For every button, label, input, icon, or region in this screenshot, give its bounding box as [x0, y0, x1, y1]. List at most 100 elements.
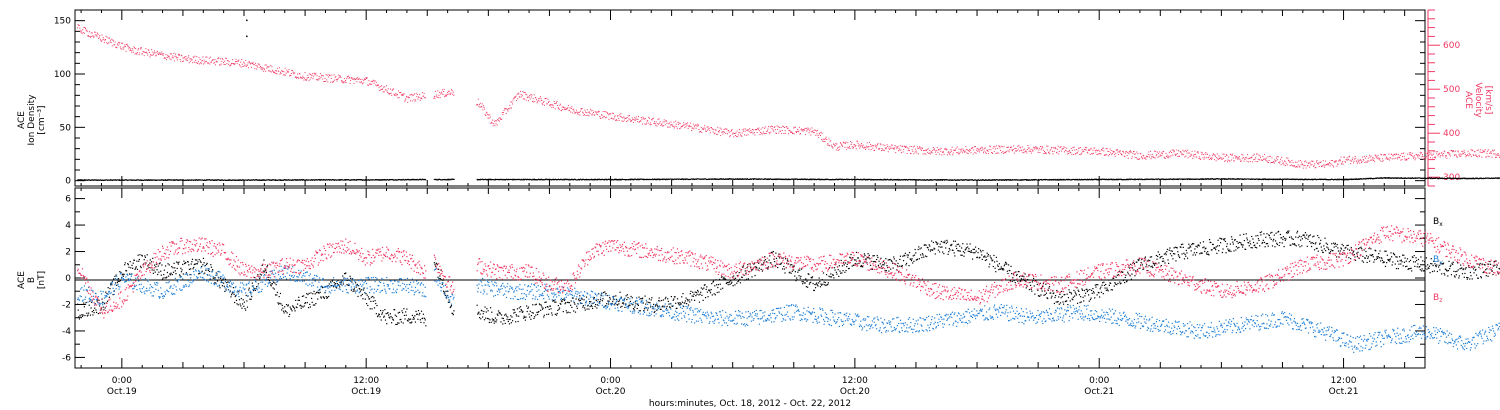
velocity-point — [593, 112, 595, 114]
velocity-point — [275, 72, 277, 74]
velocity-point — [728, 131, 730, 133]
velocity-point — [208, 62, 210, 64]
velocity-point — [392, 88, 394, 90]
velocity-point — [404, 100, 406, 102]
density-point — [1346, 178, 1348, 180]
velocity-point — [781, 132, 783, 134]
velocity-point — [683, 124, 685, 126]
density-tick-label: 150 — [54, 17, 71, 27]
velocity-point — [282, 74, 284, 76]
density-point — [1347, 179, 1349, 181]
density-point — [262, 179, 264, 181]
velocity-point — [98, 36, 100, 38]
velocity-point — [240, 66, 242, 68]
density-point — [1020, 179, 1022, 181]
velocity-point — [792, 132, 794, 134]
velocity-point — [421, 92, 423, 94]
velocity-point — [618, 117, 620, 119]
velocity-point — [279, 73, 281, 75]
velocity-point — [529, 95, 531, 97]
velocity-point — [747, 134, 749, 136]
velocity-point — [266, 66, 268, 68]
density-point — [1237, 178, 1239, 180]
density-point — [988, 179, 990, 181]
velocity-point — [320, 76, 322, 78]
velocity-point — [476, 104, 478, 106]
density-point — [1115, 179, 1117, 181]
velocity-point — [657, 118, 659, 120]
density-point — [1076, 179, 1078, 181]
density-point — [1225, 178, 1227, 180]
velocity-point — [157, 53, 159, 55]
velocity-point — [205, 56, 207, 58]
velocity-point — [607, 114, 609, 116]
density-point — [658, 178, 660, 180]
velocity-point — [363, 80, 365, 82]
velocity-point — [107, 43, 109, 45]
velocity-point — [558, 108, 560, 110]
velocity-point — [109, 41, 111, 43]
velocity-point — [557, 107, 559, 109]
velocity-point — [587, 111, 589, 113]
velocity-point — [144, 51, 146, 53]
velocity-point — [197, 60, 199, 62]
velocity-point — [765, 126, 767, 128]
velocity-point — [848, 147, 850, 149]
velocity-point — [265, 70, 267, 72]
density-point — [241, 179, 243, 181]
velocity-point — [624, 117, 626, 119]
velocity-point — [197, 62, 199, 64]
density-point — [1026, 178, 1028, 180]
velocity-point — [575, 112, 577, 114]
density-point — [938, 179, 940, 181]
density-point — [541, 178, 543, 180]
velocity-point — [240, 61, 242, 63]
velocity-point — [323, 81, 325, 83]
velocity-point — [669, 124, 671, 126]
density-point — [1268, 179, 1270, 181]
density-point — [1229, 178, 1231, 180]
velocity-point — [125, 50, 127, 52]
density-point — [665, 179, 667, 181]
velocity-point — [643, 118, 645, 120]
velocity-point — [335, 78, 337, 80]
density-point — [841, 179, 843, 181]
velocity-point — [176, 59, 178, 61]
velocity-point — [727, 130, 729, 132]
velocity-point — [493, 120, 495, 122]
density-point — [592, 178, 594, 180]
velocity-point — [394, 94, 396, 96]
density-point — [580, 178, 582, 180]
velocity-point — [105, 35, 107, 37]
density-point — [404, 179, 406, 181]
velocity-point — [670, 121, 672, 123]
density-point — [597, 178, 599, 180]
density-point — [448, 178, 450, 180]
velocity-point — [653, 122, 655, 124]
density-point — [662, 178, 664, 180]
velocity-point — [199, 63, 201, 65]
velocity-point — [486, 111, 488, 113]
density-point — [680, 179, 682, 180]
velocity-point — [659, 122, 661, 124]
density-point — [1209, 178, 1211, 180]
velocity-point — [100, 40, 102, 42]
density-point — [1223, 178, 1225, 180]
density-point — [382, 179, 384, 181]
velocity-point — [504, 108, 506, 110]
velocity-point — [421, 98, 423, 100]
velocity-point — [379, 89, 381, 91]
velocity-point — [96, 32, 98, 34]
velocity-point — [675, 120, 677, 122]
velocity-point — [395, 93, 397, 95]
velocity-point — [448, 90, 450, 92]
density-point — [112, 180, 114, 182]
density-point — [578, 178, 580, 180]
velocity-point — [672, 126, 674, 128]
velocity-point — [504, 108, 506, 110]
velocity-point — [310, 76, 312, 78]
density-point — [599, 178, 601, 180]
density-point — [1177, 178, 1179, 180]
density-point — [773, 179, 775, 181]
